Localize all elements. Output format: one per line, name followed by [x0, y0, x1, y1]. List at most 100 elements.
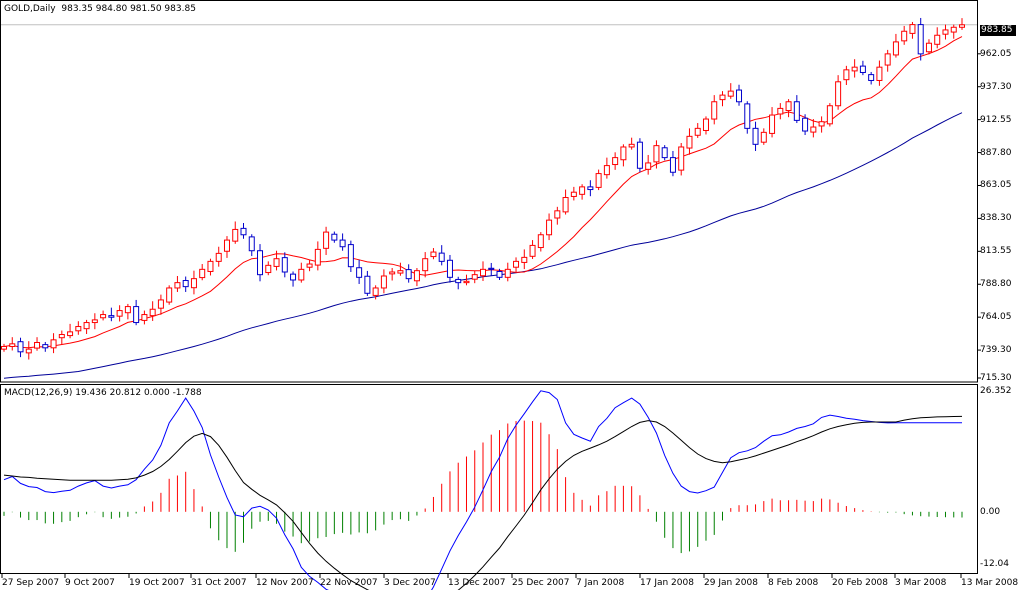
- candle-body: [455, 278, 462, 284]
- candle-body: [942, 29, 949, 35]
- candle-body: [793, 101, 800, 121]
- time-tick-label: 9 Oct 2007: [65, 578, 115, 588]
- candle-body: [347, 244, 354, 268]
- candle-body: [446, 259, 453, 278]
- candle-body: [636, 141, 643, 169]
- candle-body: [339, 239, 346, 248]
- candle-body: [909, 24, 916, 34]
- time-tick-label: 31 Oct 2007: [191, 578, 247, 588]
- time-tick-label: 20 Feb 2008: [832, 578, 889, 588]
- price-tick-label: 764.05: [980, 312, 1012, 323]
- candle-body: [257, 250, 264, 276]
- time-tick-label: 3 Dec 2007: [384, 578, 436, 588]
- time-tick-label: 19 Oct 2007: [129, 578, 185, 588]
- candle-body: [504, 268, 511, 278]
- candle-body: [835, 81, 842, 107]
- candle-body: [174, 282, 181, 289]
- candle-body: [587, 186, 594, 191]
- candle-body: [810, 126, 817, 133]
- candle-body: [83, 322, 90, 330]
- candle-body: [157, 299, 164, 309]
- candle-body: [711, 101, 718, 120]
- candle-body: [141, 314, 148, 321]
- candle-body: [595, 173, 602, 188]
- time-tick-label: 13 Dec 2007: [448, 578, 506, 588]
- candle-body: [133, 306, 140, 324]
- candle-body: [645, 162, 652, 170]
- fast-moving-average-line: [3, 36, 963, 349]
- time-tick-label: 17 Jan 2008: [640, 578, 694, 588]
- candle-body: [463, 280, 470, 284]
- candle-body: [868, 74, 875, 81]
- symbol-label: GOLD,Daily: [4, 4, 56, 14]
- candle-body: [438, 252, 445, 262]
- ohlc-values: 983.35 984.80 981.50 983.85: [61, 4, 196, 14]
- candle-body: [736, 89, 743, 103]
- candle-body: [496, 270, 503, 278]
- candle-body: [240, 227, 247, 236]
- candle-body: [785, 101, 792, 112]
- macd-values: 19.436 20.812 0.000 -1.788: [75, 388, 202, 398]
- price-tick-label: 887.80: [980, 147, 1012, 158]
- candle-body: [529, 244, 536, 257]
- candle-body: [653, 145, 660, 163]
- candle-body: [430, 251, 437, 258]
- price-tick-label: 912.55: [980, 114, 1012, 125]
- candle-body: [694, 127, 701, 136]
- candle-body: [859, 65, 866, 73]
- candle-body: [190, 278, 197, 289]
- candle-body: [661, 147, 668, 159]
- candle-body: [686, 135, 693, 149]
- candle-body: [380, 275, 387, 289]
- price-pane-frame: [0, 0, 978, 383]
- candle-body: [612, 157, 619, 166]
- candle-body: [892, 41, 899, 56]
- macd-line: [3, 390, 962, 590]
- candle-body: [826, 105, 833, 125]
- chart-title: GOLD,Daily 983.35 984.80 981.50 983.85: [4, 4, 196, 14]
- candle-body: [397, 270, 404, 274]
- candle-body: [91, 319, 98, 324]
- candle-body: [521, 256, 528, 263]
- candle-body: [232, 228, 239, 242]
- candle-body: [554, 210, 561, 219]
- price-tick-label: 863.05: [980, 180, 1012, 191]
- candle-body: [42, 344, 49, 349]
- macd-pane-frame: [0, 384, 978, 574]
- candle-body: [389, 271, 396, 275]
- candle-body: [124, 306, 131, 314]
- macd-tick-label: 26.352: [980, 386, 1012, 396]
- slow-moving-average-line: [3, 112, 963, 379]
- candle-body: [34, 341, 41, 349]
- time-tick-label: 29 Jan 2008: [704, 578, 758, 588]
- price-tick-label: 715.30: [980, 373, 1012, 383]
- candle-body: [323, 231, 330, 249]
- price-tick-label: 813.55: [980, 246, 1012, 257]
- candle-body: [752, 127, 759, 145]
- candle-body: [818, 121, 825, 127]
- candle-body: [50, 339, 57, 349]
- macd-tick-label: 0.00: [980, 506, 1001, 517]
- candle-body: [356, 267, 363, 278]
- candle-body: [579, 186, 586, 195]
- macd-name: MACD(12,26,9): [4, 388, 73, 398]
- price-tick-label: 739.30: [980, 345, 1012, 356]
- candle-body: [727, 90, 734, 97]
- time-tick-label: 3 Mar 2008: [895, 578, 947, 588]
- candle-body: [215, 252, 222, 262]
- candle-body: [537, 234, 544, 249]
- time-tick-label: 12 Nov 2007: [256, 578, 314, 588]
- candle-body: [248, 236, 255, 252]
- candle-body: [950, 26, 957, 33]
- candle-body: [223, 239, 230, 252]
- candle-body: [273, 258, 280, 267]
- candle-body: [108, 315, 115, 318]
- candle-body: [364, 275, 371, 294]
- candle-body: [628, 143, 635, 148]
- candle-body: [603, 165, 610, 176]
- candle-body: [562, 197, 569, 213]
- candle-body: [570, 191, 577, 197]
- candle-body: [1, 345, 7, 350]
- candle-body: [306, 263, 313, 268]
